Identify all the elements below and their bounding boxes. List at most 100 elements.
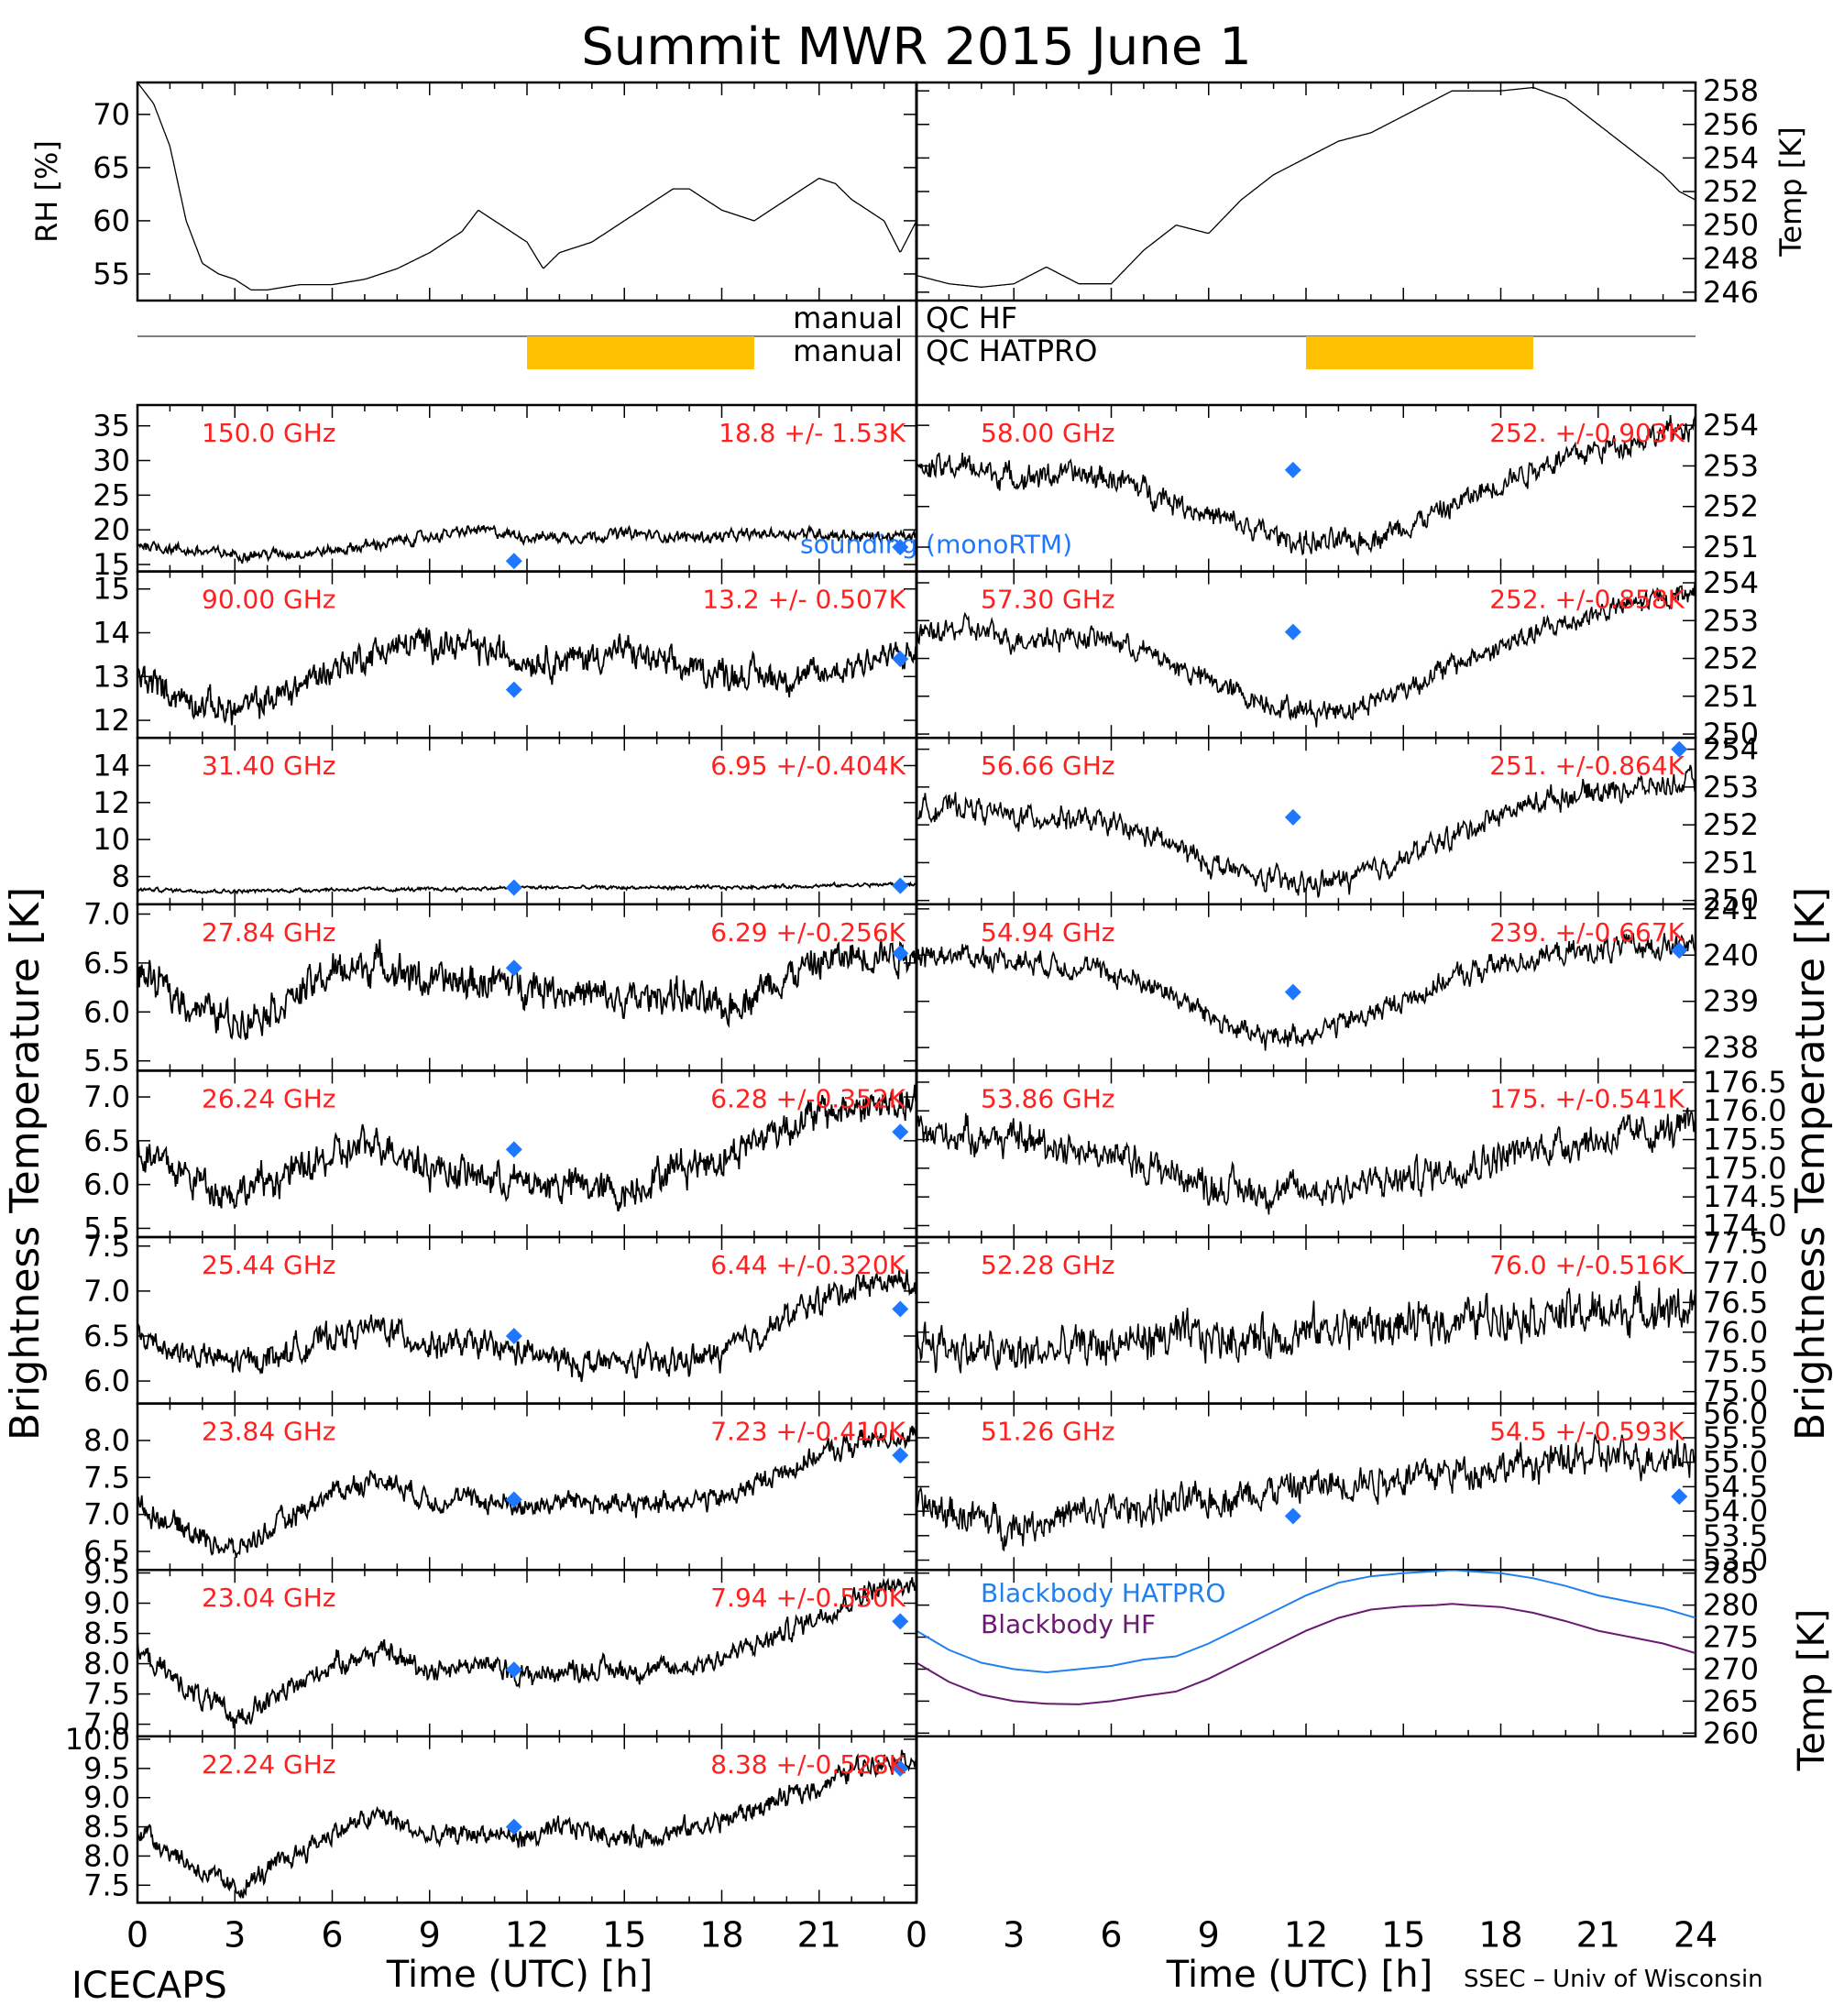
legend-entry-0: Blackbody HATPRO [981,1578,1225,1608]
y-tick-label: 174.0 [1703,1208,1787,1243]
y-tick-label: 253 [1703,770,1759,805]
y-tick-label: 54.5 [1703,1469,1768,1504]
y-tick-label: 252 [1703,641,1759,676]
panel-22.24: 7.58.08.59.09.510.0 22.24 GHz 8.38 +/-0.52… [65,1722,918,1904]
y-tick-label: 12 [93,785,130,820]
y-tick-label: 239 [1703,984,1759,1019]
y-tick-label: 251 [1703,845,1759,880]
stat-label: 13.2 +/- 0.507K [702,585,906,615]
frequency-label: 27.84 GHz [202,917,336,948]
y-tick-label: 14 [93,616,130,651]
panel-52.28: 75.075.576.076.577.077.5 52.28 GHz 76.0 +/… [915,1225,1768,1409]
frequency-label: 56.66 GHz [981,751,1115,781]
footer-right: SSEC – Univ of Wisconsin [1464,1966,1763,1993]
plot-area [137,1269,916,1383]
stat-label: 6.29 +/-0.256K [710,917,906,948]
y-tick-label: 280 [1703,1588,1759,1623]
y-tick-label: 256 [1703,107,1759,142]
x-tick-label-right: 9 [1198,1914,1220,1955]
y-tick-label: 254 [1703,732,1759,767]
panel-90.00: 12 13 14 15 90.00 GHz 13.2 +/- 0.507K [93,570,918,740]
y-tick-label: 7.0 [83,1707,130,1742]
qc-hatpro-flag-left [527,336,754,369]
frequency-label: 31.40 GHz [202,751,336,781]
stat-label: 7.94 +/-0.530K [710,1583,906,1613]
y-tick-label: 248 [1703,241,1759,276]
trace [137,523,916,564]
sounding-marker [505,1661,522,1679]
y-axis-label-left: Brightness Temperature [K] [2,887,49,1441]
y-tick-label: 9.0 [83,1586,130,1621]
trace [916,580,1696,728]
y-tick-label: 5.5 [83,1044,130,1079]
y-tick-label: 9.0 [83,1780,130,1815]
sounding-marker [1284,623,1301,641]
y-tick-label: 6.0 [83,1364,130,1398]
frequency-label: 51.26 GHz [981,1417,1115,1447]
x-tick-label-right: 12 [1284,1914,1328,1955]
x-axis-label-right: Time (UTC) [h] [1166,1954,1432,1996]
frequency-label: 54.94 GHz [981,917,1115,948]
y-tick-label: 30 [93,444,130,478]
x-tick-label-left: 21 [797,1914,841,1955]
stat-label: 6.28 +/-0.352K [710,1083,906,1113]
y-tick-label: 6.0 [83,1167,130,1202]
y-tick-label: 250 [1703,208,1759,243]
trace [916,1107,1696,1215]
plot-area [137,82,916,291]
y-tick-label: 76.5 [1703,1285,1768,1320]
x-tick-label-right: 15 [1381,1914,1425,1955]
y-tick-label: 176.0 [1703,1093,1787,1128]
sounding-marker [892,1123,909,1141]
y-tick-label: 254 [1703,140,1759,175]
y-tick-label: 251 [1703,679,1759,714]
y-tick-label: 6.5 [83,1534,130,1569]
x-axis-label-left: Time (UTC) [h] [386,1954,653,1996]
y-tick-label: 265 [1703,1683,1759,1718]
panel-23.84: 6.57.07.58.0 23.84 GHz 7.23 +/-0.410K [83,1402,918,1572]
y-tick-label: 8 [112,860,130,894]
x-tick-label-left: 18 [699,1914,743,1955]
x-tick-label-right: 6 [1100,1914,1122,1955]
y-tick-label: 20 [93,512,130,547]
sounding-marker [1671,740,1688,758]
frequency-label: 26.24 GHz [202,1083,336,1113]
stat-label: 8.38 +/-0.528K [710,1749,906,1780]
blackbody-axis-label: Temp [K] [1791,1609,1833,1772]
frequency-label: 22.24 GHz [202,1749,336,1780]
x-tick-label-left: 6 [321,1914,343,1955]
stat-label: 175. +/-0.541K [1489,1083,1685,1113]
panel-25.44: 6.0 6.5 7.0 7.5 25.44 GHz 6.44 +/-0.320K [83,1229,918,1405]
trace [916,1432,1696,1552]
sounding-marker [892,651,909,668]
plot-area [916,1570,1696,1705]
frequency-label: 23.84 GHz [202,1417,336,1447]
sounding-marker [505,959,522,977]
plot-area [916,1107,1696,1215]
y-tick-label: 75.5 [1703,1344,1768,1379]
x-tick-label-right: 21 [1576,1914,1620,1955]
y-tick-label: 8.0 [83,1647,130,1682]
frequency-label: 52.28 GHz [981,1250,1115,1280]
panel-51.26: 53.053.554.054.555.055.556.0 51.26 GHz 54.… [915,1396,1768,1578]
y-tick-label: 275 [1703,1620,1759,1655]
stat-label: 76.0 +/-0.516K [1489,1250,1685,1280]
y-tick-label: 238 [1703,1030,1759,1065]
plot-area [137,1084,916,1211]
y-tick-label: 76.0 [1703,1315,1768,1350]
plot-area [916,933,1696,1051]
qc-strip: manual QC HF manual QC HATPRO [137,301,1696,369]
y-tick-label: 10.0 [65,1722,130,1757]
trace [916,933,1696,1051]
sounding-marker [1671,942,1688,959]
y-tick-label: 15 [93,572,130,607]
y-tick-label: 7.5 [83,1677,130,1712]
plot-area [137,938,916,1040]
plot-area [916,1280,1696,1374]
y-tick-label: 240 [1703,937,1759,972]
stat-label: 7.23 +/-0.410K [710,1417,906,1447]
y-tick-label: 7.0 [83,1079,130,1114]
panel-frame [915,81,1697,302]
